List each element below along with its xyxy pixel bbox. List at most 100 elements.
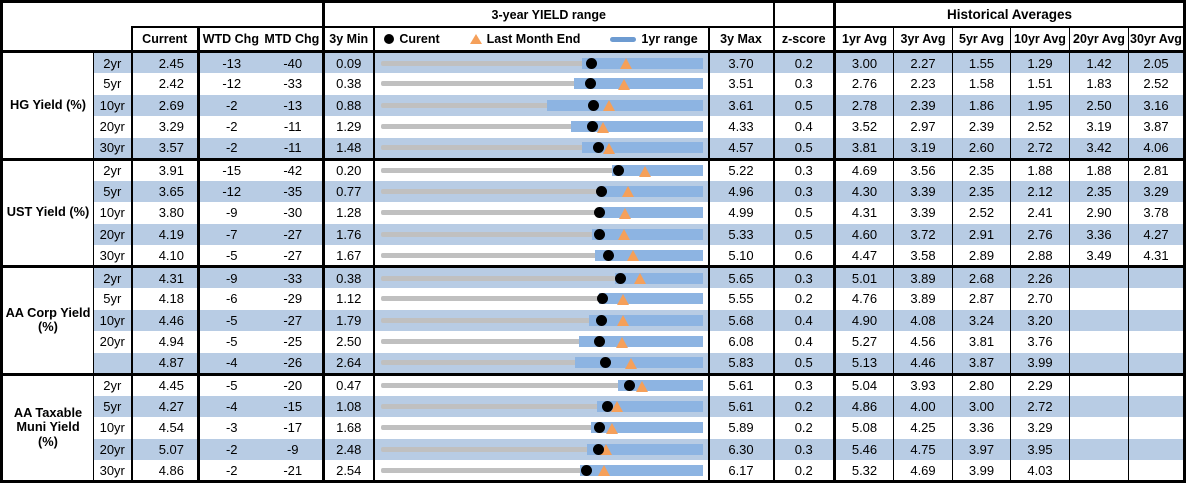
3yr-avg-cell: 4.69 — [893, 460, 953, 482]
current-dot-icon — [384, 34, 395, 44]
20yr-avg-cell — [1069, 417, 1129, 439]
1yr-avg-cell: 5.08 — [833, 417, 894, 439]
30yr-avg-cell: 2.05 — [1128, 51, 1185, 73]
range-plot-cell — [372, 438, 709, 461]
tenor-cell: 5yr — [93, 395, 132, 417]
30yr-avg-cell — [1128, 372, 1185, 396]
zscore-cell: 0.3 — [772, 180, 835, 202]
current-cell: 4.19 — [130, 223, 199, 245]
current-marker — [596, 314, 607, 326]
30yr-avg-cell — [1128, 438, 1185, 460]
range-bar-icon — [610, 36, 637, 42]
3y-max-cell: 5.68 — [707, 309, 774, 331]
range-plot-cell — [372, 116, 709, 138]
current-cell: 3.80 — [130, 202, 199, 224]
range-plot-cell — [372, 460, 709, 482]
10yr-avg-cell: 2.72 — [1010, 137, 1070, 159]
wtd-chg-cell: -5 — [197, 331, 264, 353]
5yr-avg-cell: 3.00 — [952, 395, 1011, 417]
current-marker — [593, 443, 605, 455]
mtd-chg-cell: -9 — [263, 438, 324, 460]
3y-min-cell: 1.79 — [322, 309, 374, 331]
3y-range-track — [380, 102, 703, 108]
30yr-avg-cell — [1128, 309, 1185, 331]
range-plot — [380, 116, 703, 138]
last-month-end-marker — [602, 100, 615, 112]
wtd-chg-cell: -2 — [197, 460, 264, 482]
range-plot-cell — [372, 157, 709, 181]
group-label: AA Taxable Muni Yield (%) — [1, 372, 94, 482]
current-cell: 2.69 — [130, 94, 199, 116]
3y-range-track — [380, 124, 703, 130]
1yr-avg-cell: 2.76 — [833, 73, 894, 95]
3y-min-cell: 1.76 — [322, 223, 374, 245]
30yr-avg-cell: 3.87 — [1128, 116, 1185, 138]
mtd-chg-cell: -25 — [283, 334, 303, 350]
last-month-end-marker — [597, 121, 610, 133]
1yr-range-bar — [612, 165, 703, 176]
range-plot — [380, 439, 703, 461]
20yr-avg-cell — [1069, 309, 1129, 331]
5yr-avg-cell: 2.91 — [952, 223, 1011, 245]
zscore-cell: 0.2 — [772, 395, 835, 417]
table-row: 10yr 2.69 -2 -13 0.88 3.61 0.5 2.78 2.39 1.86 1.95… — [2, 94, 1185, 116]
mtd-chg-cell: -33 — [283, 76, 303, 92]
3y-range-track — [380, 446, 703, 452]
col-header-wtd-mtd: WTD Chg MTD Chg — [197, 26, 324, 53]
3yr-avg-cell: 2.23 — [893, 73, 953, 95]
1yr-avg-cell: 5.46 — [833, 438, 894, 460]
20yr-avg-cell — [1069, 265, 1129, 288]
range-plot-cell — [372, 51, 709, 73]
3y-max-cell: 5.83 — [707, 352, 774, 374]
current-cell: 4.31 — [130, 265, 199, 288]
current-cell: 4.18 — [130, 288, 199, 310]
5yr-avg-cell: 3.97 — [952, 438, 1011, 460]
wtd-chg-cell: -2 — [197, 438, 264, 460]
col-header-1yr-avg: 1yr Avg — [833, 26, 894, 53]
mtd-chg-cell: -26 — [263, 352, 324, 374]
5yr-avg-cell: 3.81 — [952, 331, 1011, 353]
current-cell: 5.07 — [130, 438, 199, 460]
current-cell: 4.27 — [130, 395, 199, 417]
3y-min-cell: 0.38 — [322, 265, 374, 288]
historical-averages-title: Historical Averages — [833, 1, 1185, 28]
20yr-avg-cell: 2.50 — [1069, 94, 1129, 116]
5yr-avg-cell: 2.87 — [952, 288, 1011, 310]
3yr-avg-cell: 3.89 — [893, 288, 953, 310]
table-row: AA Corp Yield (%) 2yr 4.31 -9 -33 0.38 5.65 0.3… — [1, 265, 1185, 374]
range-plot-cell — [372, 180, 709, 202]
last-month-end-marker — [617, 78, 630, 90]
30yr-avg-cell: 4.06 — [1128, 137, 1185, 159]
table-row: 30yr 4.10 -5 -27 1.67 5.10 0.6 4.47 3.58 2.89 2.88… — [2, 245, 1185, 267]
mtd-chg-cell: -42 — [263, 157, 324, 181]
table-row: 5yr 2.42 -12 -33 0.38 3.51 0.3 2.76 2.23 1.58 1.51… — [2, 73, 1185, 95]
30yr-avg-cell — [1128, 395, 1185, 417]
zscore-cell: 0.5 — [772, 352, 835, 374]
last-month-end-marker — [617, 229, 630, 241]
5yr-avg-cell: 2.39 — [952, 116, 1011, 138]
table-row: 20yr 5.07 -2 -9 2.48 6.30 0.3 5.46 4.75 3.97 3.95 — [2, 438, 1185, 461]
3y-range-track — [380, 81, 703, 87]
3y-min-cell: 0.77 — [322, 180, 374, 202]
3yr-avg-cell: 4.56 — [893, 331, 953, 353]
last-month-end-marker — [603, 142, 616, 154]
3y-max-cell: 4.57 — [707, 137, 774, 159]
1yr-range-bar — [598, 293, 703, 305]
mtd-chg-cell: -29 — [283, 291, 303, 307]
3y-range-track — [380, 317, 703, 323]
range-plot-cell — [372, 245, 709, 267]
zscore-cell: 0.3 — [772, 438, 835, 460]
mtd-chg-cell: -11 — [283, 119, 302, 135]
5yr-avg-cell: 3.87 — [952, 352, 1011, 374]
30yr-avg-cell: 3.16 — [1128, 94, 1185, 116]
3y-min-cell: 1.28 — [322, 202, 374, 224]
10yr-avg-cell: 2.70 — [1010, 288, 1070, 310]
range-plot-cell — [372, 331, 709, 353]
1yr-range-bar — [546, 99, 703, 111]
col-header-3y-min: 3y Min — [322, 26, 374, 53]
last-month-end-marker — [611, 401, 624, 413]
10yr-avg-cell: 3.20 — [1010, 309, 1070, 331]
legend-1yr-range: 1yr range — [610, 32, 698, 46]
3y-min-cell: 0.88 — [322, 94, 374, 116]
col-header-3yr-avg: 3yr Avg — [893, 26, 953, 53]
